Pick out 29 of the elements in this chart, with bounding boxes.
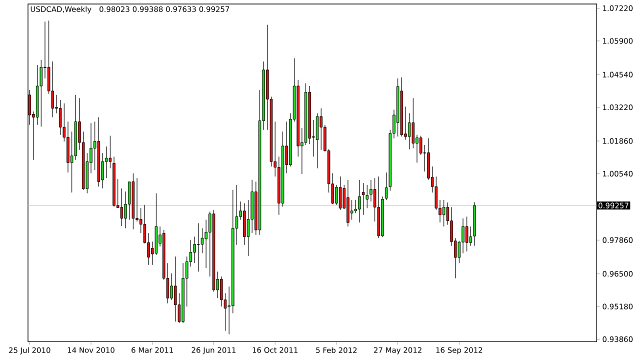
candlestick [350, 200, 354, 220]
candlestick [220, 276, 223, 307]
candlestick [316, 112, 319, 169]
candlestick [465, 216, 468, 252]
candlestick [469, 226, 472, 246]
candlestick [408, 112, 411, 150]
candlestick [174, 256, 177, 322]
candlestick [366, 184, 369, 208]
candlestick [104, 146, 108, 178]
candlestick [108, 136, 112, 169]
candlestick [196, 222, 200, 272]
candlestick [320, 108, 323, 150]
candlestick [384, 172, 388, 200]
candlestick [462, 218, 464, 254]
candlestick [338, 176, 342, 210]
candlestick [51, 61, 54, 118]
candlestick [335, 184, 338, 206]
candlestick [442, 200, 446, 227]
candlestick [120, 188, 124, 226]
candlestick [193, 236, 196, 264]
candlestick [362, 182, 365, 216]
candlestick [136, 178, 138, 222]
candlestick [40, 60, 43, 127]
candlestick [419, 136, 422, 156]
candlestick [412, 98, 415, 148]
candlestick [354, 200, 358, 214]
candlestick [58, 100, 62, 136]
candlestick [358, 180, 361, 223]
candlestick [128, 181, 131, 220]
